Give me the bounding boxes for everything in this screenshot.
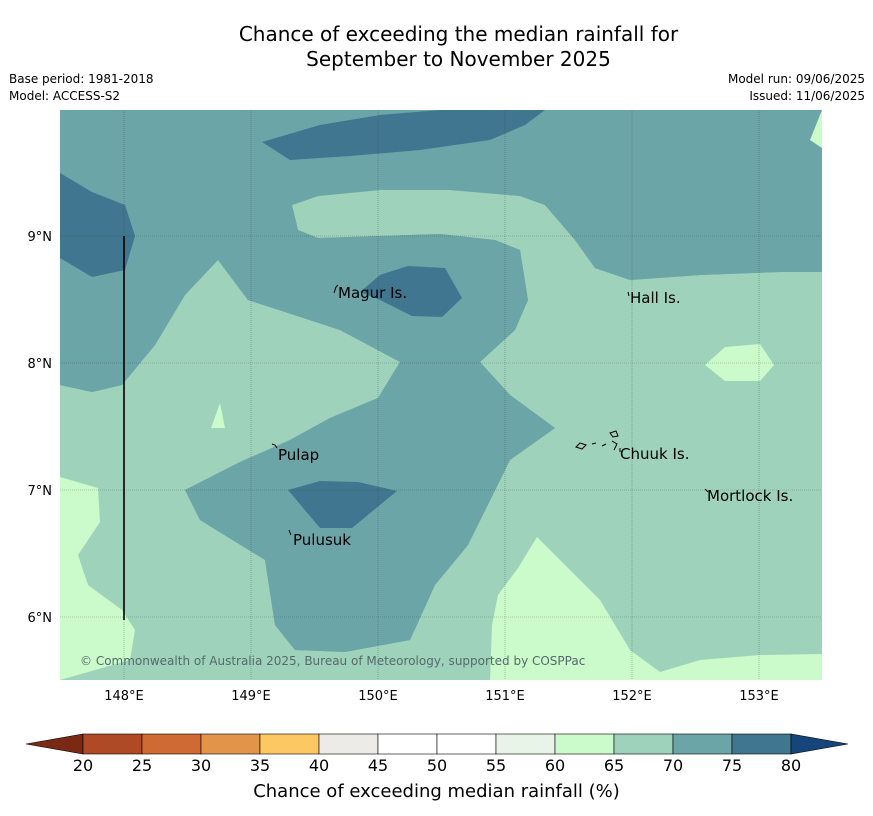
title-line-1: Chance of exceeding the median rainfall … [238,22,679,46]
colorbar-segment [318,733,379,755]
model-run: Model run: 09/06/2025 [727,72,865,86]
contour-80-pulusuk [288,481,397,528]
colorbar-tick-label: 55 [486,756,506,775]
colorbar-tick-label: 75 [722,756,742,775]
colorbar-label: Chance of exceeding median rainfall (%) [253,781,620,802]
model-name: Model: ACCESS-S2 [9,89,121,103]
place-label-mortlock: Mortlock Is. [707,487,793,505]
contour-70-band [60,190,822,680]
colorbar-segment [141,733,202,755]
lon-tick-149: 149°E [231,689,271,704]
colorbar-segment [82,733,143,755]
issued-date: Issued: 11/06/2025 [749,89,865,103]
colorbar-tick-label: 65 [604,756,624,775]
colorbar: 20 25 30 35 40 45 50 55 60 65 70 75 80 [25,733,849,775]
contour-65-top-right [810,110,822,148]
lon-tick-148: 148°E [104,689,144,704]
contour-65-east [705,344,774,381]
colorbar-segment [436,733,497,755]
colorbar-segment [377,733,438,755]
base-period: Base period: 1981-2018 [9,72,154,86]
pulap-island-shape [271,443,278,449]
place-label-pulap: Pulap [278,446,319,464]
meta-right: Model run: 09/06/2025 Issued: 11/06/2025 [728,71,865,105]
place-label-pulusuk: Pulusuk [293,531,351,549]
colorbar-tick-label: 35 [250,756,270,775]
contour-65-bottom-right [490,537,822,680]
contour-80-magur [360,266,462,317]
contour-75-left [60,110,822,392]
colorbar-extend-high [790,733,849,755]
contour-65-west-small [211,403,225,428]
colorbar-segment [672,733,733,755]
pulusuk-island-shape [288,529,292,536]
copyright-notice: © Commonwealth of Australia 2025, Bureau… [80,654,585,668]
colorbar-tick-label: 80 [781,756,801,775]
chuuk-islands-shape [575,430,621,452]
lat-tick-6: 6°N [28,611,53,626]
colorbar-tick-label: 40 [309,756,329,775]
lon-tick-151: 151°E [485,689,525,704]
lat-tick-7: 7°N [28,484,53,499]
colorbar-tick-label: 60 [545,756,565,775]
lon-tick-152: 152°E [612,689,652,704]
colorbar-segment [200,733,261,755]
island-outlines [271,284,709,536]
lat-tick-9: 9°N [28,230,53,245]
place-label-hall: Hall Is. [630,289,681,307]
colorbar-tick-label: 50 [427,756,447,775]
colorbar-segment [259,733,320,755]
colorbar-tick-label: 30 [191,756,211,775]
latitude-ticks: 9°N 8°N 7°N 6°N [28,230,53,626]
colorbar-segment [613,733,674,755]
meta-left: Base period: 1981-2018 Model: ACCESS-S2 [9,71,154,105]
map-plot-area: Magur Is. Hall Is. Pulap Chuuk Is. Mortl… [60,110,822,680]
colorbar-extend-low [25,733,84,755]
lon-tick-153: 153°E [739,689,779,704]
place-label-chuuk: Chuuk Is. [620,445,689,463]
place-label-magur: Magur Is. [338,284,407,302]
colorbar-tick-label: 70 [663,756,683,775]
colorbar-segment [554,733,615,755]
contour-80-top [262,110,545,160]
colorbar-segment [495,733,556,755]
lat-tick-8: 8°N [28,357,53,372]
longitude-ticks: 148°E 149°E 150°E 151°E 152°E 153°E [104,689,779,704]
colorbar-tick-label: 20 [73,756,93,775]
contour-80-left [60,173,135,277]
map-title: Chance of exceeding the median rainfall … [0,22,873,72]
magur-island-shape [333,284,339,294]
colorbar-tick-label: 25 [132,756,152,775]
title-line-2: September to November 2025 [306,47,611,71]
colorbar-segment [731,733,792,755]
hall-island-shape [627,291,630,297]
lon-tick-150: 150°E [358,689,398,704]
colorbar-tick-label: 45 [368,756,388,775]
contour-65-bottom-left [60,477,135,680]
mortlock-island-shape [704,488,709,493]
